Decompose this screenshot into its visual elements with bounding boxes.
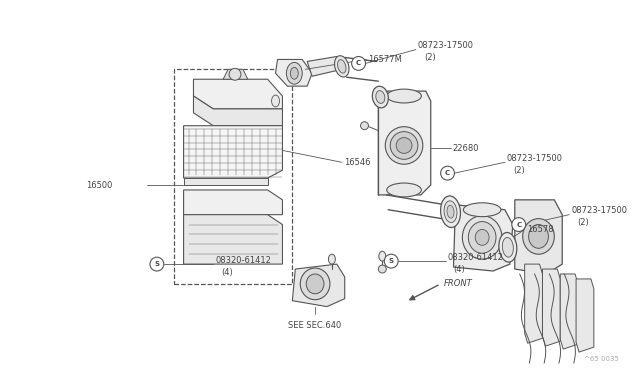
Text: C: C [356, 60, 361, 67]
Polygon shape [454, 205, 513, 271]
Ellipse shape [390, 132, 418, 159]
Text: S: S [388, 258, 394, 264]
Text: (2): (2) [513, 166, 525, 175]
Ellipse shape [372, 86, 388, 108]
Ellipse shape [385, 127, 423, 164]
Text: 22680: 22680 [452, 144, 479, 153]
Ellipse shape [440, 196, 460, 228]
Text: 16578: 16578 [527, 225, 553, 234]
Polygon shape [292, 264, 345, 307]
Circle shape [512, 218, 525, 231]
Ellipse shape [387, 89, 421, 103]
Ellipse shape [379, 251, 386, 261]
Text: ^65 0035: ^65 0035 [584, 356, 619, 362]
Circle shape [378, 265, 387, 273]
Text: (2): (2) [577, 218, 589, 227]
Text: S: S [154, 261, 159, 267]
Ellipse shape [396, 138, 412, 153]
Text: (2): (2) [424, 53, 436, 62]
Ellipse shape [291, 67, 298, 79]
Text: C: C [445, 170, 450, 176]
Text: (4): (4) [221, 267, 233, 276]
Ellipse shape [468, 222, 496, 253]
Text: (4): (4) [454, 264, 465, 273]
Ellipse shape [328, 254, 335, 264]
Ellipse shape [502, 237, 513, 257]
Circle shape [150, 257, 164, 271]
Ellipse shape [287, 62, 302, 84]
Polygon shape [525, 264, 543, 343]
Ellipse shape [300, 268, 330, 300]
Text: 08723-17500: 08723-17500 [507, 154, 563, 163]
Ellipse shape [462, 216, 502, 259]
Polygon shape [184, 190, 282, 215]
Ellipse shape [271, 95, 280, 107]
Ellipse shape [376, 91, 385, 103]
Ellipse shape [337, 60, 346, 73]
Ellipse shape [529, 225, 548, 248]
Text: C: C [516, 222, 522, 228]
Polygon shape [543, 269, 560, 346]
Polygon shape [193, 96, 282, 126]
Polygon shape [307, 57, 342, 76]
Text: 16500: 16500 [86, 180, 112, 189]
Polygon shape [378, 91, 431, 195]
Ellipse shape [387, 183, 421, 197]
Ellipse shape [335, 56, 349, 77]
Circle shape [440, 166, 454, 180]
Circle shape [360, 122, 369, 130]
Circle shape [384, 254, 398, 268]
Polygon shape [576, 279, 594, 352]
Text: 08723-17500: 08723-17500 [571, 206, 627, 215]
Circle shape [229, 68, 241, 80]
Polygon shape [515, 200, 562, 274]
Text: 08320-61412: 08320-61412 [215, 256, 271, 264]
Polygon shape [184, 178, 268, 185]
Text: 16577M: 16577M [369, 55, 403, 64]
Ellipse shape [476, 230, 489, 245]
Text: 08723-17500: 08723-17500 [418, 41, 474, 50]
Text: 08320-61412: 08320-61412 [447, 253, 504, 262]
Bar [173, 69, 292, 284]
Polygon shape [184, 215, 282, 264]
Ellipse shape [444, 201, 457, 222]
Ellipse shape [306, 274, 324, 294]
Polygon shape [223, 69, 248, 79]
Circle shape [351, 57, 365, 70]
Polygon shape [276, 60, 312, 86]
Ellipse shape [499, 232, 517, 262]
Text: FRONT: FRONT [444, 279, 472, 288]
Polygon shape [184, 126, 282, 178]
Polygon shape [560, 274, 578, 349]
Text: SEE SEC.640: SEE SEC.640 [289, 321, 342, 330]
Ellipse shape [523, 219, 554, 254]
Polygon shape [193, 79, 282, 109]
Ellipse shape [447, 205, 454, 218]
Ellipse shape [463, 203, 501, 217]
Text: 16546: 16546 [344, 158, 371, 167]
